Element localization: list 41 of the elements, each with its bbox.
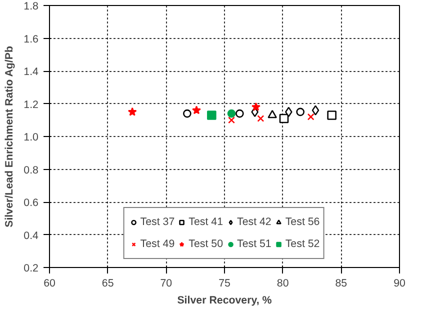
legend-label: Test 49 bbox=[140, 238, 175, 250]
point bbox=[268, 110, 277, 118]
point bbox=[279, 114, 289, 124]
point bbox=[296, 108, 304, 116]
legend-label: Test 37 bbox=[140, 216, 175, 228]
point bbox=[192, 106, 201, 114]
x-tick-label: 85 bbox=[335, 278, 348, 290]
point bbox=[257, 115, 264, 122]
x-tick-label: 80 bbox=[276, 278, 289, 290]
x-axis-title: Silver Recovery, % bbox=[177, 294, 272, 306]
legend-label: Test 52 bbox=[285, 238, 320, 250]
x-tick-label: 65 bbox=[102, 278, 114, 290]
y-tick-label: 0.2 bbox=[24, 262, 39, 274]
y-tick-label: 1.2 bbox=[24, 98, 39, 111]
point bbox=[327, 110, 336, 120]
y-tick-label: 1.6 bbox=[24, 33, 39, 46]
point bbox=[128, 107, 137, 116]
y-tick-label: 1.8 bbox=[24, 0, 39, 12]
x-tick-label: 90 bbox=[394, 278, 406, 290]
legend-label: Test 50 bbox=[188, 238, 223, 250]
y-tick-label: 1.4 bbox=[24, 66, 39, 78]
legend-label: Test 51 bbox=[237, 238, 272, 250]
y-tick-label: 0.6 bbox=[24, 197, 39, 209]
y-tick-label: 0.8 bbox=[24, 164, 39, 176]
x-tick-label: 60 bbox=[44, 278, 56, 290]
point bbox=[183, 109, 192, 118]
x-tick-label: 70 bbox=[160, 278, 172, 290]
point bbox=[252, 102, 260, 111]
point bbox=[227, 109, 236, 118]
y-tick-label: 0.4 bbox=[24, 230, 39, 242]
point bbox=[207, 110, 216, 120]
point bbox=[236, 109, 244, 118]
legend-label: Test 56 bbox=[285, 216, 320, 228]
y-axis-title: Silver/Lead Enrichment Ratio Ag/Pb bbox=[4, 46, 16, 228]
x-tick-label: 75 bbox=[218, 278, 230, 290]
point bbox=[307, 113, 314, 120]
point bbox=[312, 105, 320, 116]
point bbox=[228, 116, 235, 124]
legend-label: Test 42 bbox=[237, 216, 272, 228]
y-tick-label: 1.0 bbox=[24, 132, 39, 144]
legend-label: Test 41 bbox=[188, 216, 223, 228]
